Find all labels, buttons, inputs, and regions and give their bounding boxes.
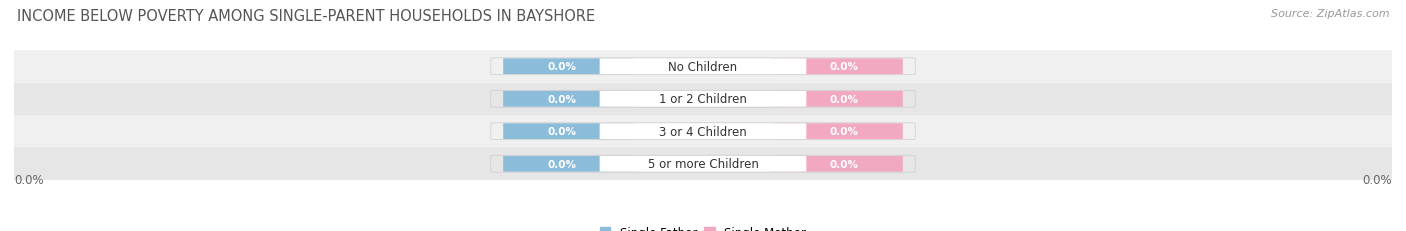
FancyBboxPatch shape	[772, 124, 903, 140]
FancyBboxPatch shape	[599, 124, 806, 140]
Legend: Single Father, Single Mother: Single Father, Single Mother	[598, 224, 808, 231]
FancyBboxPatch shape	[599, 156, 806, 172]
Text: 3 or 4 Children: 3 or 4 Children	[659, 125, 747, 138]
Text: 1 or 2 Children: 1 or 2 Children	[659, 93, 747, 106]
FancyBboxPatch shape	[503, 156, 634, 172]
Text: 0.0%: 0.0%	[547, 127, 576, 137]
Text: 0.0%: 0.0%	[830, 94, 859, 104]
Text: 0.0%: 0.0%	[14, 174, 44, 187]
Text: No Children: No Children	[668, 61, 738, 73]
Text: 0.0%: 0.0%	[547, 62, 576, 72]
Text: 0.0%: 0.0%	[547, 159, 576, 169]
FancyBboxPatch shape	[599, 59, 806, 75]
Text: INCOME BELOW POVERTY AMONG SINGLE-PARENT HOUSEHOLDS IN BAYSHORE: INCOME BELOW POVERTY AMONG SINGLE-PARENT…	[17, 9, 595, 24]
Text: 0.0%: 0.0%	[830, 159, 859, 169]
FancyBboxPatch shape	[772, 59, 903, 75]
Text: 5 or more Children: 5 or more Children	[648, 158, 758, 170]
Bar	[14, 51, 1392, 83]
FancyBboxPatch shape	[503, 124, 634, 140]
Text: 0.0%: 0.0%	[830, 62, 859, 72]
Bar	[14, 83, 1392, 116]
Bar	[14, 148, 1392, 180]
Text: Source: ZipAtlas.com: Source: ZipAtlas.com	[1271, 9, 1389, 19]
FancyBboxPatch shape	[599, 91, 806, 107]
Text: 0.0%: 0.0%	[547, 94, 576, 104]
FancyBboxPatch shape	[503, 59, 634, 75]
FancyBboxPatch shape	[772, 156, 903, 172]
Text: 0.0%: 0.0%	[1362, 174, 1392, 187]
Text: 0.0%: 0.0%	[830, 127, 859, 137]
FancyBboxPatch shape	[772, 91, 903, 107]
Bar	[14, 116, 1392, 148]
FancyBboxPatch shape	[503, 91, 634, 107]
